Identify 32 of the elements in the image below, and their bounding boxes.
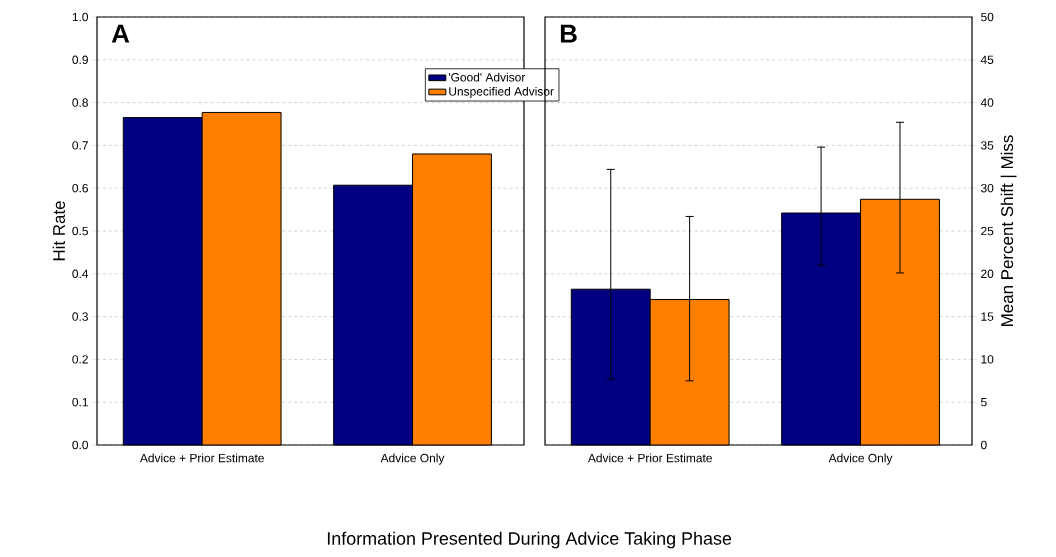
y-tick-label: 30 — [980, 183, 994, 193]
y-tick-label: 0.5 — [72, 226, 88, 236]
y-tick-label: 15 — [981, 312, 994, 321]
legend-label: 'Good' Advisor — [448, 72, 526, 82]
x-tick-label: Advice + Prior Estimate — [139, 453, 264, 463]
x-tick-label: Advice + Prior Estimate — [587, 453, 712, 463]
y-tick-label: 50 — [981, 12, 994, 22]
y-axis-title: Hit Rate — [52, 201, 66, 261]
y-tick-label: 0.1 — [72, 397, 88, 407]
chart-title: B — [560, 24, 577, 43]
y-tick-label: 35 — [980, 141, 994, 150]
y-tick-label: 5 — [981, 398, 987, 407]
y-tick-label: 10 — [981, 355, 994, 364]
y-tick-label: 20 — [981, 269, 994, 279]
x-tick-label: Advice Only — [828, 453, 893, 465]
y-tick-label: 0.4 — [72, 269, 89, 279]
x-tick-label: Advice Only — [380, 453, 445, 465]
y-tick-label: 1.0 — [72, 12, 89, 22]
y-tick-label: 40 — [980, 98, 994, 107]
x-axis-title: Information Presented During Advice Taking Phase — [327, 531, 732, 549]
y-tick-label: 45 — [980, 55, 994, 64]
y-tick-label: 0 — [981, 440, 987, 450]
y-tick-label: 0.7 — [72, 141, 88, 150]
y-tick-label: 0.6 — [72, 183, 88, 193]
chart-title: A — [111, 24, 130, 43]
y-tick-label: 0.9 — [72, 55, 88, 65]
y-tick-label: 0.3 — [72, 312, 88, 321]
y-tick-label: 25 — [981, 226, 994, 236]
y-tick-label: 0.0 — [72, 440, 89, 450]
y-axis-title: Mean Percent Shift | Miss — [1000, 135, 1017, 326]
y-tick-label: 0.8 — [72, 98, 88, 107]
y-tick-label: 0.2 — [72, 355, 88, 364]
